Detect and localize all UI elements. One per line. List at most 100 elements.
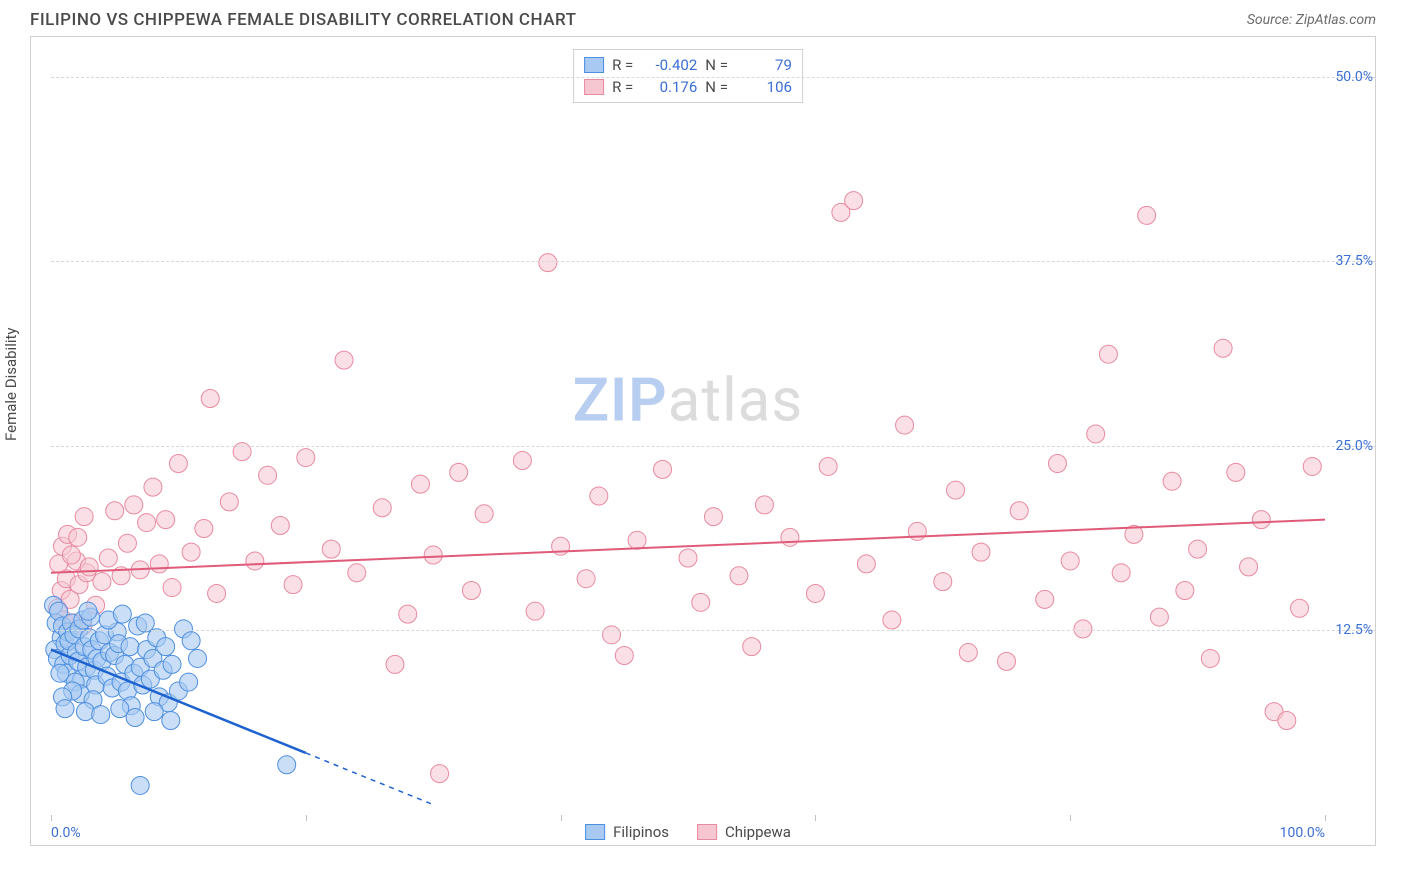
point-filipinos [162,711,180,729]
xtick [306,815,307,821]
point-chippewa [106,502,124,520]
point-filipinos [278,756,296,774]
point-chippewa [628,531,646,549]
xtick [51,815,52,821]
legend-label-chippewa: Chippewa [725,823,791,841]
point-chippewa [99,549,117,567]
point-chippewa [399,605,417,623]
point-filipinos [136,614,154,632]
point-chippewa [335,351,353,369]
point-chippewa [118,534,136,552]
point-chippewa [322,540,340,558]
point-chippewa [998,652,1016,670]
point-chippewa [743,638,761,656]
point-filipinos [126,709,144,727]
ytick-label: 50.0% [1335,69,1373,85]
point-filipinos [121,638,139,656]
point-filipinos [51,664,69,682]
point-chippewa [348,564,366,582]
point-chippewa [163,579,181,597]
ytick-label: 25.0% [1335,438,1373,454]
point-chippewa [75,508,93,526]
point-chippewa [169,454,187,472]
point-chippewa [539,254,557,272]
point-chippewa [411,475,429,493]
chart-header: FILIPINO VS CHIPPEWA FEMALE DISABILITY C… [0,0,1406,36]
point-chippewa [704,508,722,526]
point-chippewa [1214,339,1232,357]
legend-item-chippewa: Chippewa [697,823,791,841]
point-chippewa [654,460,672,478]
point-chippewa [1061,552,1079,570]
gridline [51,261,1375,262]
point-filipinos [145,703,163,721]
point-chippewa [246,552,264,570]
point-chippewa [1189,540,1207,558]
point-chippewa [284,576,302,594]
point-chippewa [1252,511,1270,529]
trendline-dash-filipinos [306,753,433,805]
point-chippewa [934,573,952,591]
point-chippewa [138,514,156,532]
chart-area: Female Disability ZIPatlas R = -0.402 N … [30,36,1376,846]
point-chippewa [462,582,480,600]
point-filipinos [180,673,198,691]
point-chippewa [1201,649,1219,667]
point-chippewa [1087,425,1105,443]
point-chippewa [590,487,608,505]
gridline [51,630,1375,631]
gridline [51,77,1375,78]
point-chippewa [373,499,391,517]
source-attribution: Source: ZipAtlas.com [1247,12,1376,28]
point-filipinos [113,605,131,623]
point-filipinos [163,655,181,673]
point-chippewa [195,519,213,537]
point-chippewa [1048,454,1066,472]
point-chippewa [424,546,442,564]
point-chippewa [513,452,531,470]
point-chippewa [730,567,748,585]
point-chippewa [431,765,449,783]
point-chippewa [208,584,226,602]
point-chippewa [577,570,595,588]
point-chippewa [1176,582,1194,600]
legend-swatch-filipinos [585,824,605,840]
ytick-label: 37.5% [1335,253,1373,269]
point-chippewa [182,543,200,561]
point-chippewa [806,584,824,602]
point-chippewa [781,528,799,546]
point-filipinos [189,649,207,667]
point-chippewa [1278,711,1296,729]
scatter-svg [51,47,1325,815]
point-chippewa [1010,502,1028,520]
point-filipinos [56,700,74,718]
point-chippewa [692,593,710,611]
point-filipinos [182,632,200,650]
point-chippewa [755,496,773,514]
point-chippewa [1036,590,1054,608]
xtick-label: 0.0% [51,825,81,841]
point-chippewa [62,546,80,564]
point-chippewa [679,549,697,567]
point-chippewa [220,493,238,511]
point-chippewa [386,655,404,673]
point-chippewa [883,611,901,629]
point-chippewa [69,528,87,546]
point-chippewa [1303,457,1321,475]
point-chippewa [93,573,111,591]
xtick-label: 100.0% [1280,825,1325,841]
point-chippewa [947,481,965,499]
point-chippewa [1227,463,1245,481]
plot-region: ZIPatlas R = -0.402 N = 79 R = 0.176 N =… [51,47,1325,815]
point-chippewa [259,466,277,484]
point-chippewa [819,457,837,475]
point-chippewa [201,390,219,408]
point-chippewa [1138,206,1156,224]
y-axis-label: Female Disability [2,328,20,442]
legend-item-filipinos: Filipinos [585,823,669,841]
point-chippewa [450,463,468,481]
legend-bottom: Filipinos Chippewa [585,823,791,841]
point-chippewa [1112,564,1130,582]
point-chippewa [857,555,875,573]
point-chippewa [1240,558,1258,576]
